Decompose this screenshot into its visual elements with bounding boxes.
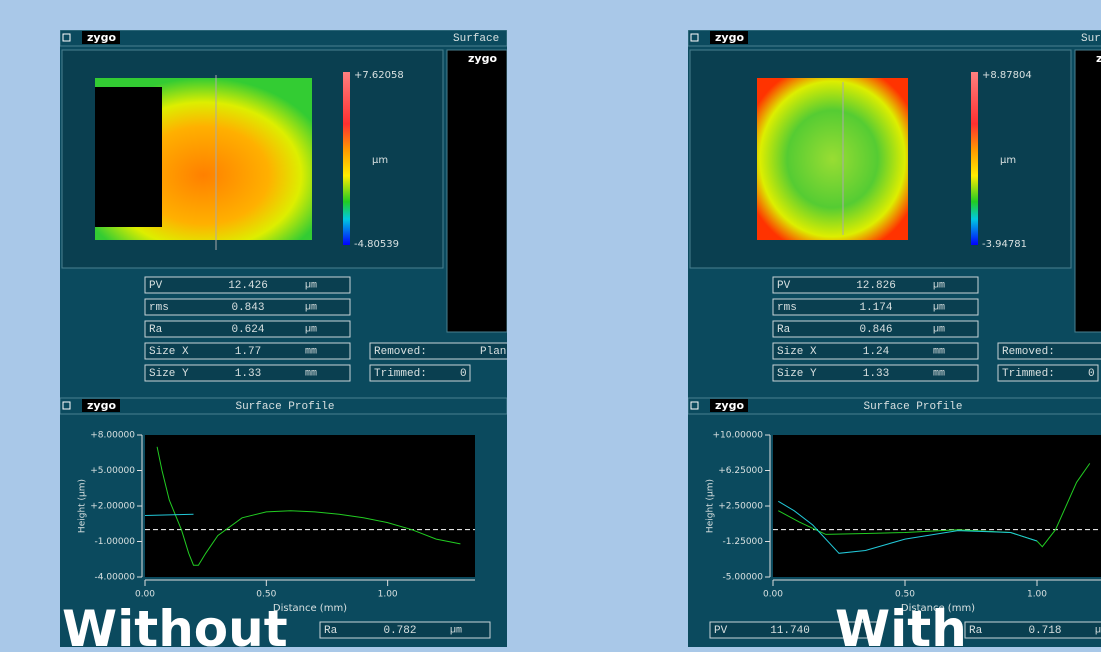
plot-area bbox=[145, 435, 475, 577]
footer-value: 0.782 bbox=[383, 625, 416, 637]
map-mask bbox=[95, 87, 162, 227]
stat-label: rms bbox=[777, 302, 797, 314]
removed-label: Removed: bbox=[374, 346, 427, 358]
x-tick-label: 0.50 bbox=[256, 590, 276, 600]
stat-unit: µm bbox=[305, 281, 317, 292]
colorbar-unit: µm bbox=[1000, 155, 1016, 166]
colorbar-unit: µm bbox=[372, 155, 388, 166]
logo: zygo bbox=[715, 31, 744, 44]
y-tick-label: -1.00000 bbox=[95, 537, 136, 547]
stat-label: Ra bbox=[149, 324, 163, 336]
footer-label: Ra bbox=[324, 625, 338, 637]
y-tick-label: -5.00000 bbox=[723, 573, 764, 583]
panel: zygo Surface +7.62058 µm -4.80539 zygo PV 12.42… bbox=[60, 30, 510, 647]
caption: With bbox=[835, 600, 967, 647]
subwindow bbox=[447, 50, 507, 332]
trimmed-label: Trimmed: bbox=[374, 368, 427, 380]
stat-unit: mm bbox=[305, 369, 317, 380]
title-bar bbox=[688, 30, 1101, 46]
y-tick-label: -1.25000 bbox=[723, 537, 764, 547]
colorbar bbox=[343, 72, 350, 245]
stat-value: 0.624 bbox=[231, 324, 264, 336]
stat-value: 0.846 bbox=[859, 324, 892, 336]
y-tick-label: +8.00000 bbox=[90, 431, 135, 441]
panel: zygo Surface +8.87804 µm -3.94781 zygo PV 12.82… bbox=[688, 30, 1101, 647]
colorbar-max: +7.62058 bbox=[354, 70, 404, 81]
logo: zygo bbox=[87, 31, 116, 44]
stat-label: Size Y bbox=[777, 368, 817, 380]
stat-unit: µm bbox=[305, 325, 317, 336]
profile-title: Surface Profile bbox=[863, 401, 962, 413]
stat-value: 12.426 bbox=[228, 280, 268, 292]
stat-label: Size X bbox=[149, 346, 189, 358]
footer-value: 0.718 bbox=[1028, 625, 1061, 637]
stat-value: 1.33 bbox=[235, 368, 261, 380]
x-tick-label: 0.50 bbox=[895, 590, 915, 600]
map-title: Surface bbox=[453, 33, 499, 45]
sub-logo: zygo bbox=[1096, 52, 1101, 65]
y-axis-label: Height (µm) bbox=[706, 479, 716, 533]
y-axis-label: Height (µm) bbox=[78, 479, 88, 533]
footer-label: PV bbox=[714, 625, 728, 637]
caption: Without bbox=[62, 600, 288, 647]
stat-unit: mm bbox=[933, 347, 945, 358]
logo: zygo bbox=[715, 399, 744, 412]
page: zygo Surface +7.62058 µm -4.80539 zygo PV 12.42… bbox=[0, 0, 1101, 652]
y-tick-label: +5.00000 bbox=[90, 466, 135, 476]
stat-unit: µm bbox=[933, 281, 945, 292]
map-title: Surface bbox=[1081, 33, 1101, 45]
trimmed-value: 0 bbox=[460, 368, 467, 380]
subwindow bbox=[1075, 50, 1101, 332]
footer-value: 11.740 bbox=[770, 625, 810, 637]
logo: zygo bbox=[87, 399, 116, 412]
colorbar bbox=[971, 72, 978, 245]
title-bar bbox=[60, 30, 507, 46]
stat-label: Size Y bbox=[149, 368, 189, 380]
trimmed-label: Trimmed: bbox=[1002, 368, 1055, 380]
y-tick-label: +10.00000 bbox=[713, 431, 764, 441]
footer-unit: µm bbox=[1095, 626, 1101, 637]
y-tick-label: +2.50000 bbox=[718, 502, 763, 512]
stat-label: Size X bbox=[777, 346, 817, 358]
stat-value: 0.843 bbox=[231, 302, 264, 314]
y-tick-label: -4.00000 bbox=[95, 573, 136, 583]
stat-label: Ra bbox=[777, 324, 791, 336]
stat-unit: mm bbox=[933, 369, 945, 380]
x-tick-label: 1.00 bbox=[378, 590, 398, 600]
colorbar-min: -3.94781 bbox=[982, 239, 1027, 250]
x-tick-label: 1.00 bbox=[1027, 590, 1047, 600]
y-tick-label: +6.25000 bbox=[718, 466, 763, 476]
trimmed-value: 0 bbox=[1088, 368, 1095, 380]
removed-label: Removed: bbox=[1002, 346, 1055, 358]
profile-title: Surface Profile bbox=[235, 401, 334, 413]
stat-value: 1.24 bbox=[863, 346, 890, 358]
stat-value: 1.174 bbox=[859, 302, 892, 314]
stat-unit: mm bbox=[305, 347, 317, 358]
stat-unit: µm bbox=[933, 325, 945, 336]
stat-value: 12.826 bbox=[856, 280, 896, 292]
colorbar-min: -4.80539 bbox=[354, 239, 399, 250]
removed-value: Plan bbox=[480, 346, 506, 358]
sub-logo: zygo bbox=[468, 52, 497, 65]
stat-value: 1.77 bbox=[235, 346, 261, 358]
x-tick-label: 0.00 bbox=[135, 590, 155, 600]
y-tick-label: +2.00000 bbox=[90, 502, 135, 512]
footer-label: Ra bbox=[969, 625, 983, 637]
stat-label: PV bbox=[149, 280, 163, 292]
x-tick-label: 0.00 bbox=[763, 590, 783, 600]
colorbar-max: +8.87804 bbox=[982, 70, 1032, 81]
footer-unit: µm bbox=[450, 626, 462, 637]
screen: zygo Surface +7.62058 µm -4.80539 zygo PV 12.42… bbox=[0, 0, 1101, 647]
stat-label: PV bbox=[777, 280, 791, 292]
stat-label: rms bbox=[149, 302, 169, 314]
map-image bbox=[757, 78, 908, 240]
stat-unit: µm bbox=[933, 303, 945, 314]
stat-value: 1.33 bbox=[863, 368, 889, 380]
plot-area bbox=[773, 435, 1101, 577]
stat-unit: µm bbox=[305, 303, 317, 314]
